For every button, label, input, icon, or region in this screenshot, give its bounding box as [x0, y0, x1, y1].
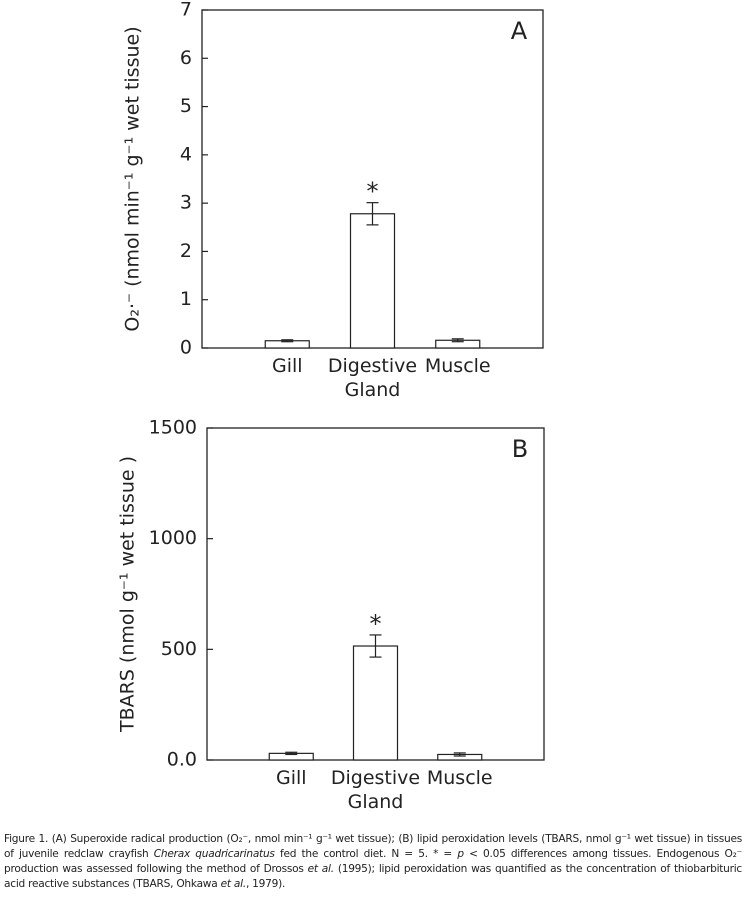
x-tick-label: Gill [271, 355, 303, 377]
error-bar [369, 634, 382, 658]
y-tick-label: 1000 [149, 527, 197, 549]
y-tick-label: 1 [180, 288, 192, 310]
error-bar [285, 751, 298, 756]
x-tick-label: Digestive Gland [327, 355, 418, 401]
significance-marker: * [370, 610, 382, 638]
y-axis-label: O₂·⁻ (nmol min⁻¹ g⁻¹ wet tissue) [122, 26, 144, 331]
error-bar [366, 202, 379, 226]
error-bar [451, 338, 464, 343]
caption-text: p [457, 848, 464, 860]
bar [349, 213, 396, 349]
significance-marker: * [367, 178, 379, 206]
y-tick-label: 0.0 [167, 749, 197, 771]
panel-label: B [512, 435, 528, 463]
caption-text: et al. [220, 878, 247, 890]
error-bar [281, 339, 294, 343]
caption-text: fed the control diet. N = 5. * = [274, 848, 458, 860]
y-tick-label: 4 [180, 143, 192, 165]
figure: 0 1 2 3 4 5 6 7 O₂·⁻ (nmol min⁻¹ g⁻¹ wet tissue)… [117, 0, 545, 771]
y-tick-label: 500 [161, 638, 197, 660]
caption-text: Figure 1. (A) Superoxide radical product… [4, 833, 742, 860]
caption-text: (1995); lipid peroxidation was quantifie… [4, 863, 743, 890]
x-tick-label: Muscle [424, 355, 491, 377]
bar [352, 645, 399, 761]
error-bar [453, 752, 466, 757]
x-tick-label: Muscle [426, 767, 493, 789]
y-tick-label: 1500 [149, 417, 197, 439]
caption: Figure 1. (A) Superoxide radical product… [4, 832, 742, 892]
y-axis-label: TBARS (nmol g⁻¹ wet tissue ) [117, 456, 139, 733]
caption-text: , 1979). [245, 878, 286, 890]
panel-label: A [511, 17, 528, 45]
y-tick-label: 3 [180, 192, 192, 214]
y-tick-label: 7 [180, 0, 192, 21]
x-tick-label: Gill [275, 767, 307, 789]
caption-text: < 0.05 differences among tissues. Endoge… [4, 848, 742, 875]
y-tick-label: 0 [180, 337, 192, 359]
caption-text: Cherax quadricarinatus [153, 848, 275, 860]
y-tick-label: 6 [180, 47, 192, 69]
y-tick-label: 5 [180, 95, 192, 117]
y-tick-label: 2 [180, 240, 192, 262]
caption-text: et al. [307, 863, 334, 875]
x-tick-label: Digestive Gland [330, 767, 421, 813]
